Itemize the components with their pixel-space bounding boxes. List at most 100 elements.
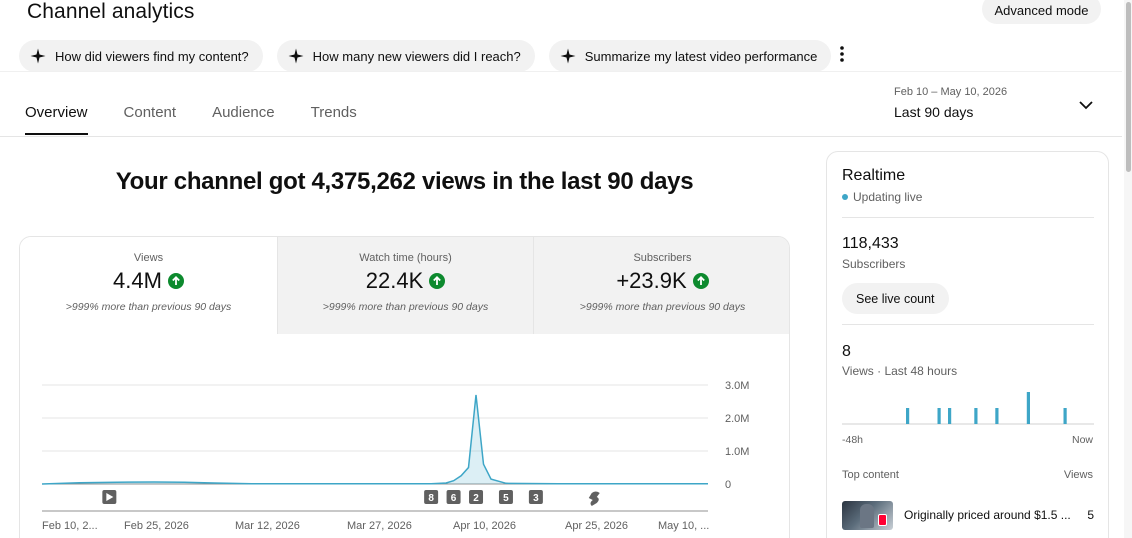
svg-text:6: 6 (451, 493, 457, 504)
live-dot-icon (842, 194, 848, 200)
metrics-card: Views 4.4M >999% more than previous 90 d… (19, 236, 790, 538)
tab-bar: Overview Content Audience Trends (25, 104, 393, 136)
sparkle-icon (288, 48, 304, 64)
suggestion-chips: How did viewers find my content? How man… (19, 40, 832, 72)
series-area (42, 394, 708, 484)
top-content-label: Top content (842, 469, 899, 481)
metric-note: >999% more than previous 90 days (322, 301, 489, 313)
chip-label: How many new viewers did I reach? (312, 48, 521, 64)
top-content-item[interactable]: Originally priced around $1.5 ... 5 (842, 500, 1094, 530)
metric-value: 4.4M (113, 268, 162, 293)
svg-text:3: 3 (533, 493, 539, 504)
y-tick-label: 3.0M (725, 380, 749, 392)
metric-label: Subscribers (633, 252, 692, 264)
realtime-bar-chart[interactable] (842, 382, 1094, 427)
tab-overview[interactable]: Overview (25, 104, 88, 136)
chip-find-content[interactable]: How did viewers find my content? (19, 40, 263, 72)
advanced-mode-button[interactable]: Advanced mode (982, 0, 1101, 24)
scrollbar-track[interactable] (1124, 0, 1132, 538)
x-tick-label: May 10, ... (658, 520, 709, 532)
tab-trends[interactable]: Trends (310, 104, 357, 121)
top-content-views: 5 (1087, 508, 1094, 522)
metric-label: Views (133, 252, 164, 264)
y-tick-label: 1.0M (725, 446, 749, 458)
metric-value-row: 22.4K (278, 268, 533, 294)
realtime-card: Realtime Updating live 118,433 Subscribe… (826, 151, 1109, 538)
x-tick-label: Feb 25, 2026 (124, 520, 189, 532)
chip-label: How did viewers find my content? (55, 48, 249, 64)
upload-count-marker[interactable]: 6 (446, 490, 461, 504)
realtime-status: Updating live (842, 190, 922, 204)
y-tick-label: 2.0M (725, 413, 749, 425)
chip-summarize-video[interactable]: Summarize my latest video performance (548, 40, 832, 72)
arrow-up-icon (167, 273, 184, 289)
metric-note: >999% more than previous 90 days (579, 301, 746, 313)
upload-count-marker[interactable]: 2 (469, 490, 484, 504)
metric-views[interactable]: Views 4.4M >999% more than previous 90 d… (20, 237, 277, 334)
metric-watch-time[interactable]: Watch time (hours) 22.4K >999% more than… (277, 237, 533, 334)
metric-label: Watch time (hours) (359, 252, 452, 264)
x-tick-label: Apr 25, 2026 (565, 520, 628, 532)
realtime-bar[interactable] (1063, 408, 1067, 424)
realtime-axis-start: -48h (842, 434, 864, 446)
metric-value-row: +23.9K (534, 268, 789, 294)
tab-audience[interactable]: Audience (212, 104, 275, 121)
tab-content[interactable]: Content (123, 104, 177, 121)
metric-value: 22.4K (365, 268, 424, 293)
arrow-up-icon (692, 273, 709, 289)
svg-text:5: 5 (503, 493, 509, 504)
scrollbar-thumb[interactable] (1126, 2, 1131, 172)
tabs-divider (0, 136, 1122, 137)
realtime-bar[interactable] (974, 408, 978, 424)
arrow-up-icon (429, 273, 446, 289)
series-line (41, 394, 708, 485)
video-marker-icon[interactable] (102, 490, 117, 504)
date-range-label: Last 90 days (894, 104, 974, 120)
realtime-subscribers-value: 118,433 (842, 235, 899, 252)
realtime-bar[interactable] (937, 408, 941, 424)
y-tick-label: 0 (725, 479, 731, 491)
realtime-views-value: 8 (842, 343, 851, 360)
upload-count-marker[interactable]: 5 (498, 490, 513, 504)
svg-text:8: 8 (428, 493, 434, 504)
chip-label: Summarize my latest video performance (584, 48, 818, 64)
x-tick-label: Apr 10, 2026 (453, 520, 516, 532)
shorts-marker-icon[interactable] (588, 491, 600, 507)
realtime-views-label: Views · Last 48 hours (842, 364, 958, 378)
date-range-selector[interactable]: Feb 10 – May 10, 2026 Last 90 days (894, 86, 1007, 120)
upload-count-marker[interactable]: 8 (424, 490, 439, 504)
header-divider (0, 71, 1122, 72)
metric-value: +23.9K (616, 268, 687, 293)
metric-value-row: 4.4M (20, 268, 277, 294)
chevron-down-icon[interactable] (1077, 96, 1095, 114)
metric-note: >999% more than previous 90 days (65, 301, 232, 313)
top-content-views-label: Views (1063, 469, 1093, 481)
realtime-bar[interactable] (1026, 392, 1030, 424)
views-headline: Your channel got 4,375,262 views in the … (115, 168, 694, 195)
realtime-status-text: Updating live (853, 190, 923, 204)
chip-new-viewers[interactable]: How many new viewers did I reach? (276, 40, 535, 72)
date-range-dates: Feb 10 – May 10, 2026 (894, 86, 1008, 98)
realtime-subscribers-label: Subscribers (842, 257, 906, 271)
shorts-badge-icon (878, 513, 887, 526)
page-title: Channel analytics (27, 0, 195, 23)
views-chart[interactable]: 3.0M 2.0M 1.0M 0 Feb 10, 2... Feb 25, 2026 Mar… (20, 237, 790, 537)
divider (842, 217, 1094, 218)
svg-text:2: 2 (473, 493, 479, 504)
see-live-count-button[interactable]: See live count (842, 283, 949, 314)
top-content-title: Originally priced around $1.5 ... (904, 508, 1071, 522)
realtime-bar[interactable] (906, 408, 910, 424)
x-tick-label: Mar 27, 2026 (347, 520, 412, 532)
x-tick-label: Feb 10, 2... (42, 520, 98, 532)
video-thumbnail (842, 500, 893, 530)
more-vert-icon[interactable] (832, 44, 852, 64)
divider (842, 324, 1094, 325)
upload-count-marker[interactable]: 3 (528, 490, 543, 504)
x-tick-label: Mar 12, 2026 (235, 520, 300, 532)
metric-subscribers[interactable]: Subscribers +23.9K >999% more than previ… (533, 237, 789, 334)
sparkle-icon (560, 48, 576, 64)
realtime-bar[interactable] (995, 408, 999, 424)
realtime-axis-end: Now (1071, 434, 1093, 446)
realtime-title: Realtime (842, 167, 906, 184)
realtime-bar[interactable] (948, 408, 952, 424)
